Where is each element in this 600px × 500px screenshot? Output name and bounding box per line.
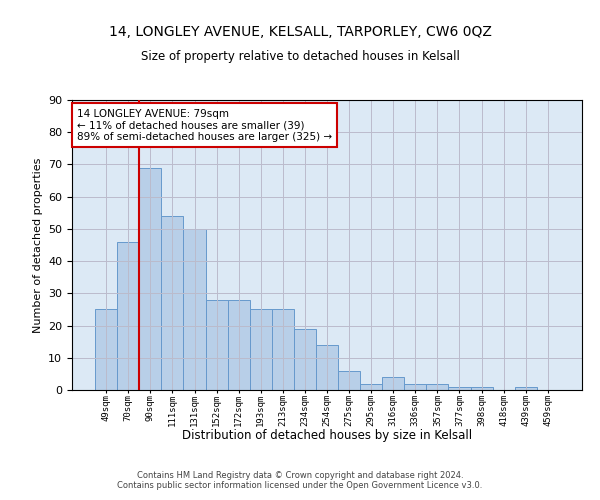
Bar	[448, 387, 470, 390]
Bar	[338, 370, 360, 390]
Text: Contains HM Land Registry data © Crown copyright and database right 2024.
Contai: Contains HM Land Registry data © Crown c…	[118, 470, 482, 490]
Y-axis label: Number of detached properties: Number of detached properties	[32, 158, 43, 332]
Text: 14, LONGLEY AVENUE, KELSALL, TARPORLEY, CW6 0QZ: 14, LONGLEY AVENUE, KELSALL, TARPORLEY, …	[109, 25, 491, 39]
Bar	[184, 229, 206, 390]
Bar	[272, 310, 294, 390]
Bar	[95, 310, 117, 390]
Text: Distribution of detached houses by size in Kelsall: Distribution of detached houses by size …	[182, 428, 472, 442]
Bar	[316, 345, 338, 390]
Bar	[515, 387, 537, 390]
Bar	[161, 216, 184, 390]
Bar	[382, 377, 404, 390]
Bar	[470, 387, 493, 390]
Bar	[294, 329, 316, 390]
Bar	[227, 300, 250, 390]
Bar	[206, 300, 227, 390]
Bar	[360, 384, 382, 390]
Bar	[427, 384, 448, 390]
Bar	[139, 168, 161, 390]
Bar	[117, 242, 139, 390]
Bar	[250, 310, 272, 390]
Text: 14 LONGLEY AVENUE: 79sqm
← 11% of detached houses are smaller (39)
89% of semi-d: 14 LONGLEY AVENUE: 79sqm ← 11% of detach…	[77, 108, 332, 142]
Bar	[404, 384, 427, 390]
Text: Size of property relative to detached houses in Kelsall: Size of property relative to detached ho…	[140, 50, 460, 63]
